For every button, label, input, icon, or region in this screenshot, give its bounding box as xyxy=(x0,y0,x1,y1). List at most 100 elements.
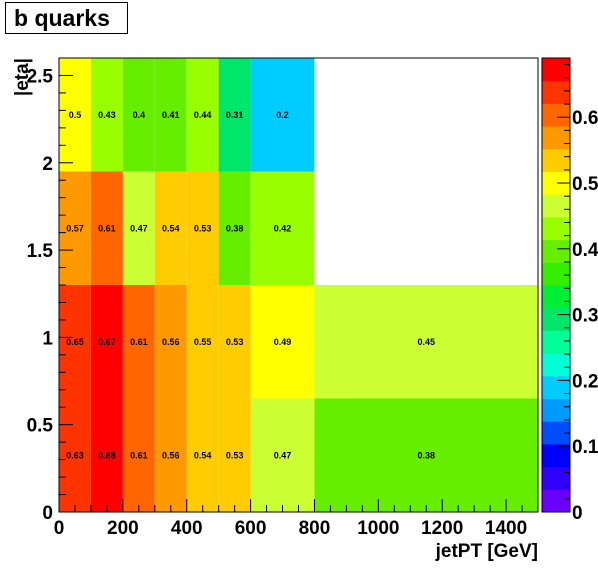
colorbar-segment xyxy=(542,489,570,513)
colorbar-segment xyxy=(542,216,570,241)
cell-value-label: 0.68 xyxy=(98,450,116,460)
cell-value-label: 0.54 xyxy=(162,223,180,233)
heatmap-cell xyxy=(122,58,155,172)
heatmap-cell xyxy=(250,398,315,512)
heatmap-cell xyxy=(122,171,155,285)
colorbar-segment xyxy=(542,194,570,218)
cell-value-label: 0.47 xyxy=(130,223,148,233)
cell-value-label: 0.56 xyxy=(162,450,180,460)
heatmap-cell xyxy=(186,285,219,399)
y-tick-label: 0 xyxy=(42,503,53,524)
colorbar-segment xyxy=(542,330,570,354)
cell-value-label: 0.67 xyxy=(98,337,116,347)
heatmap-value-labels: 0.63 0.68 0.61 0.56 0.54 0.53 0.47 0.38 0.65 0.67… xyxy=(66,110,435,461)
colorbar-frame xyxy=(541,57,571,513)
cell-value-label: 0.57 xyxy=(66,223,84,233)
x-tick-label: 800 xyxy=(299,518,331,539)
cell-value-label: 0.43 xyxy=(98,110,116,120)
colorbar-tick-label: 0.5 xyxy=(572,174,598,195)
colorbar: 0 0.1 0.2 0.3 0.4 0.5 0.6 xyxy=(541,57,598,524)
axes: 0 200 400 600 800 1000 1200 1400 0 0.5 1 1.5 2 2.5 jet… xyxy=(12,57,539,562)
heatmap-cell xyxy=(250,171,315,285)
chart-title: b quarks xyxy=(14,5,110,31)
heatmap-cell xyxy=(90,285,123,399)
colorbar-segment xyxy=(542,171,570,195)
heatmap-cell xyxy=(314,398,538,512)
heatmap-cell xyxy=(218,285,251,399)
heatmap-cells xyxy=(59,58,538,512)
x-tick-label: 1400 xyxy=(485,518,527,539)
colorbar-segment xyxy=(542,58,570,82)
heatmap-cell xyxy=(122,398,155,512)
cell-value-label: 0.38 xyxy=(417,450,435,460)
heatmap-cell xyxy=(59,398,91,512)
heatmap-cell xyxy=(314,285,538,399)
heatmap-cell xyxy=(154,285,187,399)
y-tick-label: 0.5 xyxy=(27,416,54,437)
cell-value-label: 0.63 xyxy=(66,450,84,460)
colorbar-segment xyxy=(542,421,570,445)
cell-value-label: 0.5 xyxy=(69,110,82,120)
colorbar-segment xyxy=(542,126,570,150)
colorbar-segment xyxy=(542,80,570,104)
colorbar-segment xyxy=(542,239,570,263)
cell-value-label: 0.53 xyxy=(226,450,244,460)
heatmap-cell xyxy=(122,285,155,399)
colorbar-tick-label: 0.6 xyxy=(572,108,598,129)
heatmap-cell xyxy=(218,171,251,285)
cell-value-label: 0.53 xyxy=(226,337,244,347)
heatmap-cell xyxy=(59,58,91,172)
x-tick-label: 0 xyxy=(54,518,65,539)
colorbar-tick-label: 0.2 xyxy=(572,371,598,392)
y-tick-label: 2 xyxy=(42,154,53,175)
colorbar-tick-label: 0 xyxy=(572,503,583,524)
cell-value-label: 0.44 xyxy=(194,110,212,120)
y-tick-label: 2.5 xyxy=(27,66,54,87)
cell-value-label: 0.65 xyxy=(66,337,84,347)
chart-title-box: b quarks xyxy=(5,2,128,34)
y-tick-label: 1.5 xyxy=(27,241,54,262)
cell-value-label: 0.61 xyxy=(98,223,116,233)
cell-value-label: 0.54 xyxy=(194,450,212,460)
heatmap-cell xyxy=(59,285,91,399)
x-tick-label: 1000 xyxy=(357,518,399,539)
cell-value-label: 0.55 xyxy=(194,337,212,347)
colorbar-segment xyxy=(542,103,570,127)
cell-value-label: 0.31 xyxy=(226,110,244,120)
cell-value-label: 0.38 xyxy=(226,223,244,233)
x-tick-label: 1200 xyxy=(421,518,463,539)
colorbar-tick-label: 0.1 xyxy=(572,437,598,458)
cell-value-label: 0.61 xyxy=(130,337,148,347)
cell-value-label: 0.47 xyxy=(274,450,292,460)
colorbar-tick-label: 0.3 xyxy=(572,306,598,327)
heatmap-cell xyxy=(154,398,187,512)
heatmap-cell xyxy=(250,285,315,399)
heatmap-cell xyxy=(186,398,219,512)
cell-value-label: 0.49 xyxy=(274,337,292,347)
colorbar-tick-label: 0.4 xyxy=(572,240,598,261)
colorbar-segment xyxy=(542,443,570,468)
heatmap-cell xyxy=(218,58,251,172)
heatmap-cell xyxy=(90,58,123,172)
heatmap-cell xyxy=(90,398,123,512)
colorbar-segment xyxy=(542,307,570,331)
cell-value-label: 0.56 xyxy=(162,337,180,347)
cell-value-label: 0.4 xyxy=(133,110,146,120)
colorbar-segment xyxy=(542,285,570,309)
colorbar-segment xyxy=(542,398,570,422)
heatmap-cell xyxy=(186,171,219,285)
cell-value-label: 0.53 xyxy=(194,223,212,233)
colorbar-segment xyxy=(542,148,570,172)
heatmap-cell xyxy=(154,58,187,172)
x-tick-label: 200 xyxy=(107,518,139,539)
cell-value-label: 0.45 xyxy=(417,337,435,347)
cell-value-label: 0.2 xyxy=(276,110,289,120)
heatmap-cell xyxy=(218,398,251,512)
x-tick-label: 600 xyxy=(235,518,267,539)
heatmap-cell xyxy=(59,171,91,285)
y-axis-title: |eta| xyxy=(12,58,33,96)
y-tick-label: 1 xyxy=(42,328,53,349)
cell-value-label: 0.61 xyxy=(130,450,148,460)
heatmap-cell xyxy=(154,171,187,285)
